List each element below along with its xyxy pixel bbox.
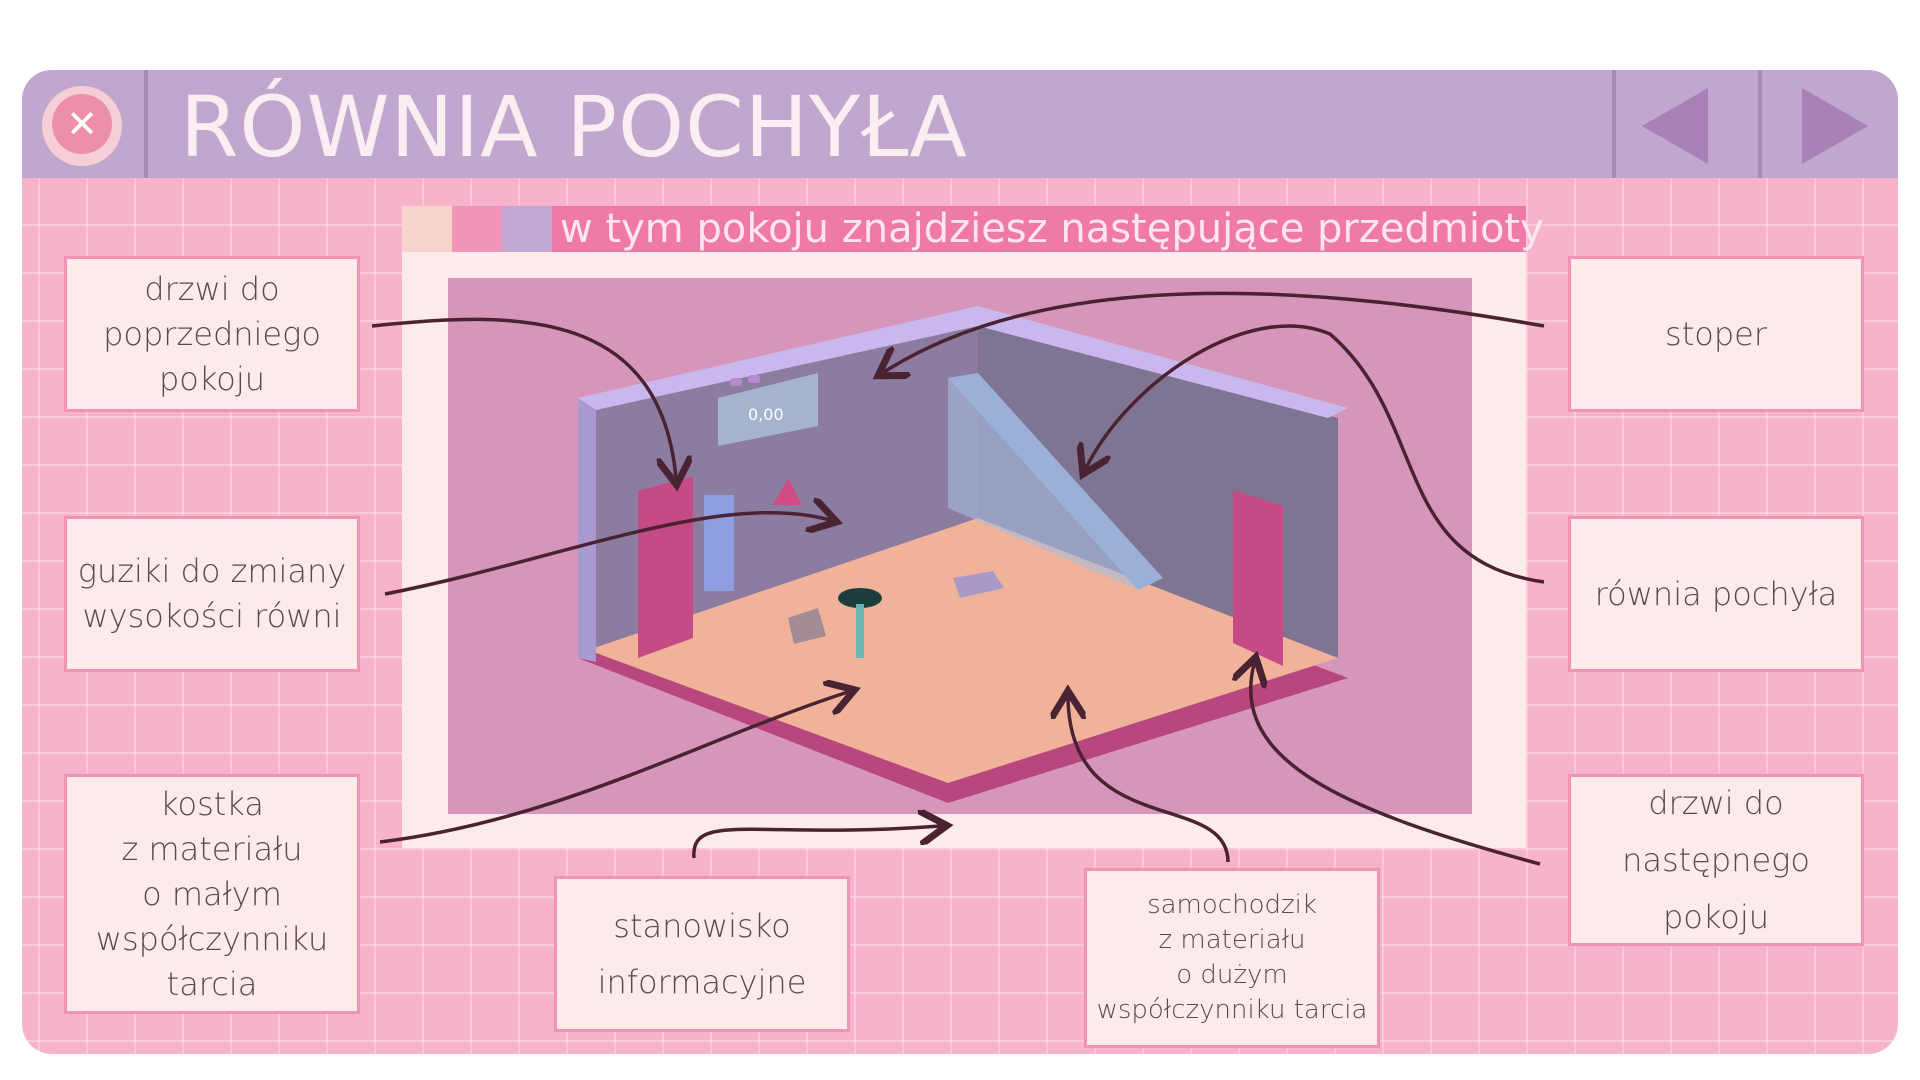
info-station xyxy=(838,588,882,608)
label-line: pokoju xyxy=(158,359,265,398)
panel-header: w tym pokoju znajdziesz następujące prze… xyxy=(402,206,1544,252)
label-line: współczynniku xyxy=(95,919,329,958)
incline-ramp xyxy=(948,373,1163,590)
title-bar: ✕ RÓWNIA POCHYŁA xyxy=(22,70,1898,178)
label-line: z materiału xyxy=(1158,925,1306,955)
stopwatch-display: 0,00 xyxy=(748,405,784,424)
arrow-car xyxy=(1068,698,1230,863)
wall-edge xyxy=(578,398,596,662)
label-incline: równia pochyła xyxy=(1568,516,1864,672)
label-stopwatch: stoper xyxy=(1568,256,1864,412)
label-line: samochodzik xyxy=(1147,890,1317,920)
label-info-station: stanowisko informacyjne xyxy=(554,876,850,1032)
panel-header-text: w tym pokoju znajdziesz następujące prze… xyxy=(560,206,1544,252)
label-line: następnego xyxy=(1622,840,1810,879)
next-button[interactable] xyxy=(1802,88,1868,164)
character-figure xyxy=(704,495,734,591)
info-station-pole xyxy=(856,604,864,658)
page-title: RÓWNIA POCHYŁA xyxy=(180,78,968,176)
arrow-cube xyxy=(379,692,848,844)
wall-top xyxy=(578,306,1348,418)
arrow-next-door xyxy=(1251,664,1541,866)
divider xyxy=(144,70,148,178)
label-line: pokoju xyxy=(1662,897,1769,936)
label-line: informacyjne xyxy=(597,963,807,1001)
label-line: stanowisko xyxy=(613,907,791,945)
label-line: o małym xyxy=(142,874,282,913)
color-swatch xyxy=(402,206,452,252)
label-line: o dużym xyxy=(1176,960,1288,990)
divider xyxy=(1758,70,1762,178)
label-line: tarcia xyxy=(166,964,258,1003)
incline-side xyxy=(948,378,1138,590)
label-line: kostka xyxy=(160,784,264,823)
close-button[interactable]: ✕ xyxy=(42,86,122,166)
label-next-door: drzwi do następnego pokoju xyxy=(1568,774,1864,946)
label-line: z materiału xyxy=(121,829,303,868)
label-line: guziki do zmiany xyxy=(77,552,347,590)
close-icon: ✕ xyxy=(52,94,112,154)
next-door xyxy=(1233,490,1283,666)
arrow-height-buttons xyxy=(384,513,830,596)
cube xyxy=(788,608,826,644)
divider xyxy=(1612,70,1616,178)
arrow-info-station xyxy=(692,826,940,859)
color-swatch xyxy=(502,206,552,252)
label-line: współczynniku tarcia xyxy=(1096,995,1368,1025)
height-buttons xyxy=(773,478,802,505)
header-bar xyxy=(552,206,1526,252)
label-line: równia pochyła xyxy=(1594,575,1838,613)
label-height-buttons: guziki do zmiany wysokości równi xyxy=(64,516,360,672)
stopwatch xyxy=(718,373,818,446)
toy-car xyxy=(953,571,1004,598)
label-cube: kostka z materiału o małym współczynniku… xyxy=(64,774,360,1014)
label-car: samochodzik z materiału o dużym współczy… xyxy=(1084,868,1380,1048)
label-line: drzwi do xyxy=(144,269,280,308)
arrow-incline xyxy=(1086,324,1545,584)
label-prev-door: drzwi do poprzedniego pokoju xyxy=(64,256,360,412)
label-line: wysokości równi xyxy=(82,597,342,635)
label-line: drzwi do xyxy=(1648,783,1784,822)
color-swatch xyxy=(452,206,502,252)
label-line: poprzedniego xyxy=(103,314,321,353)
arrow-prev-door xyxy=(371,317,676,478)
stopwatch-button xyxy=(730,378,742,386)
prev-button[interactable] xyxy=(1642,88,1708,164)
stopwatch-button xyxy=(748,375,760,383)
label-line: stoper xyxy=(1665,315,1767,353)
arrow-stopwatch xyxy=(884,291,1545,372)
